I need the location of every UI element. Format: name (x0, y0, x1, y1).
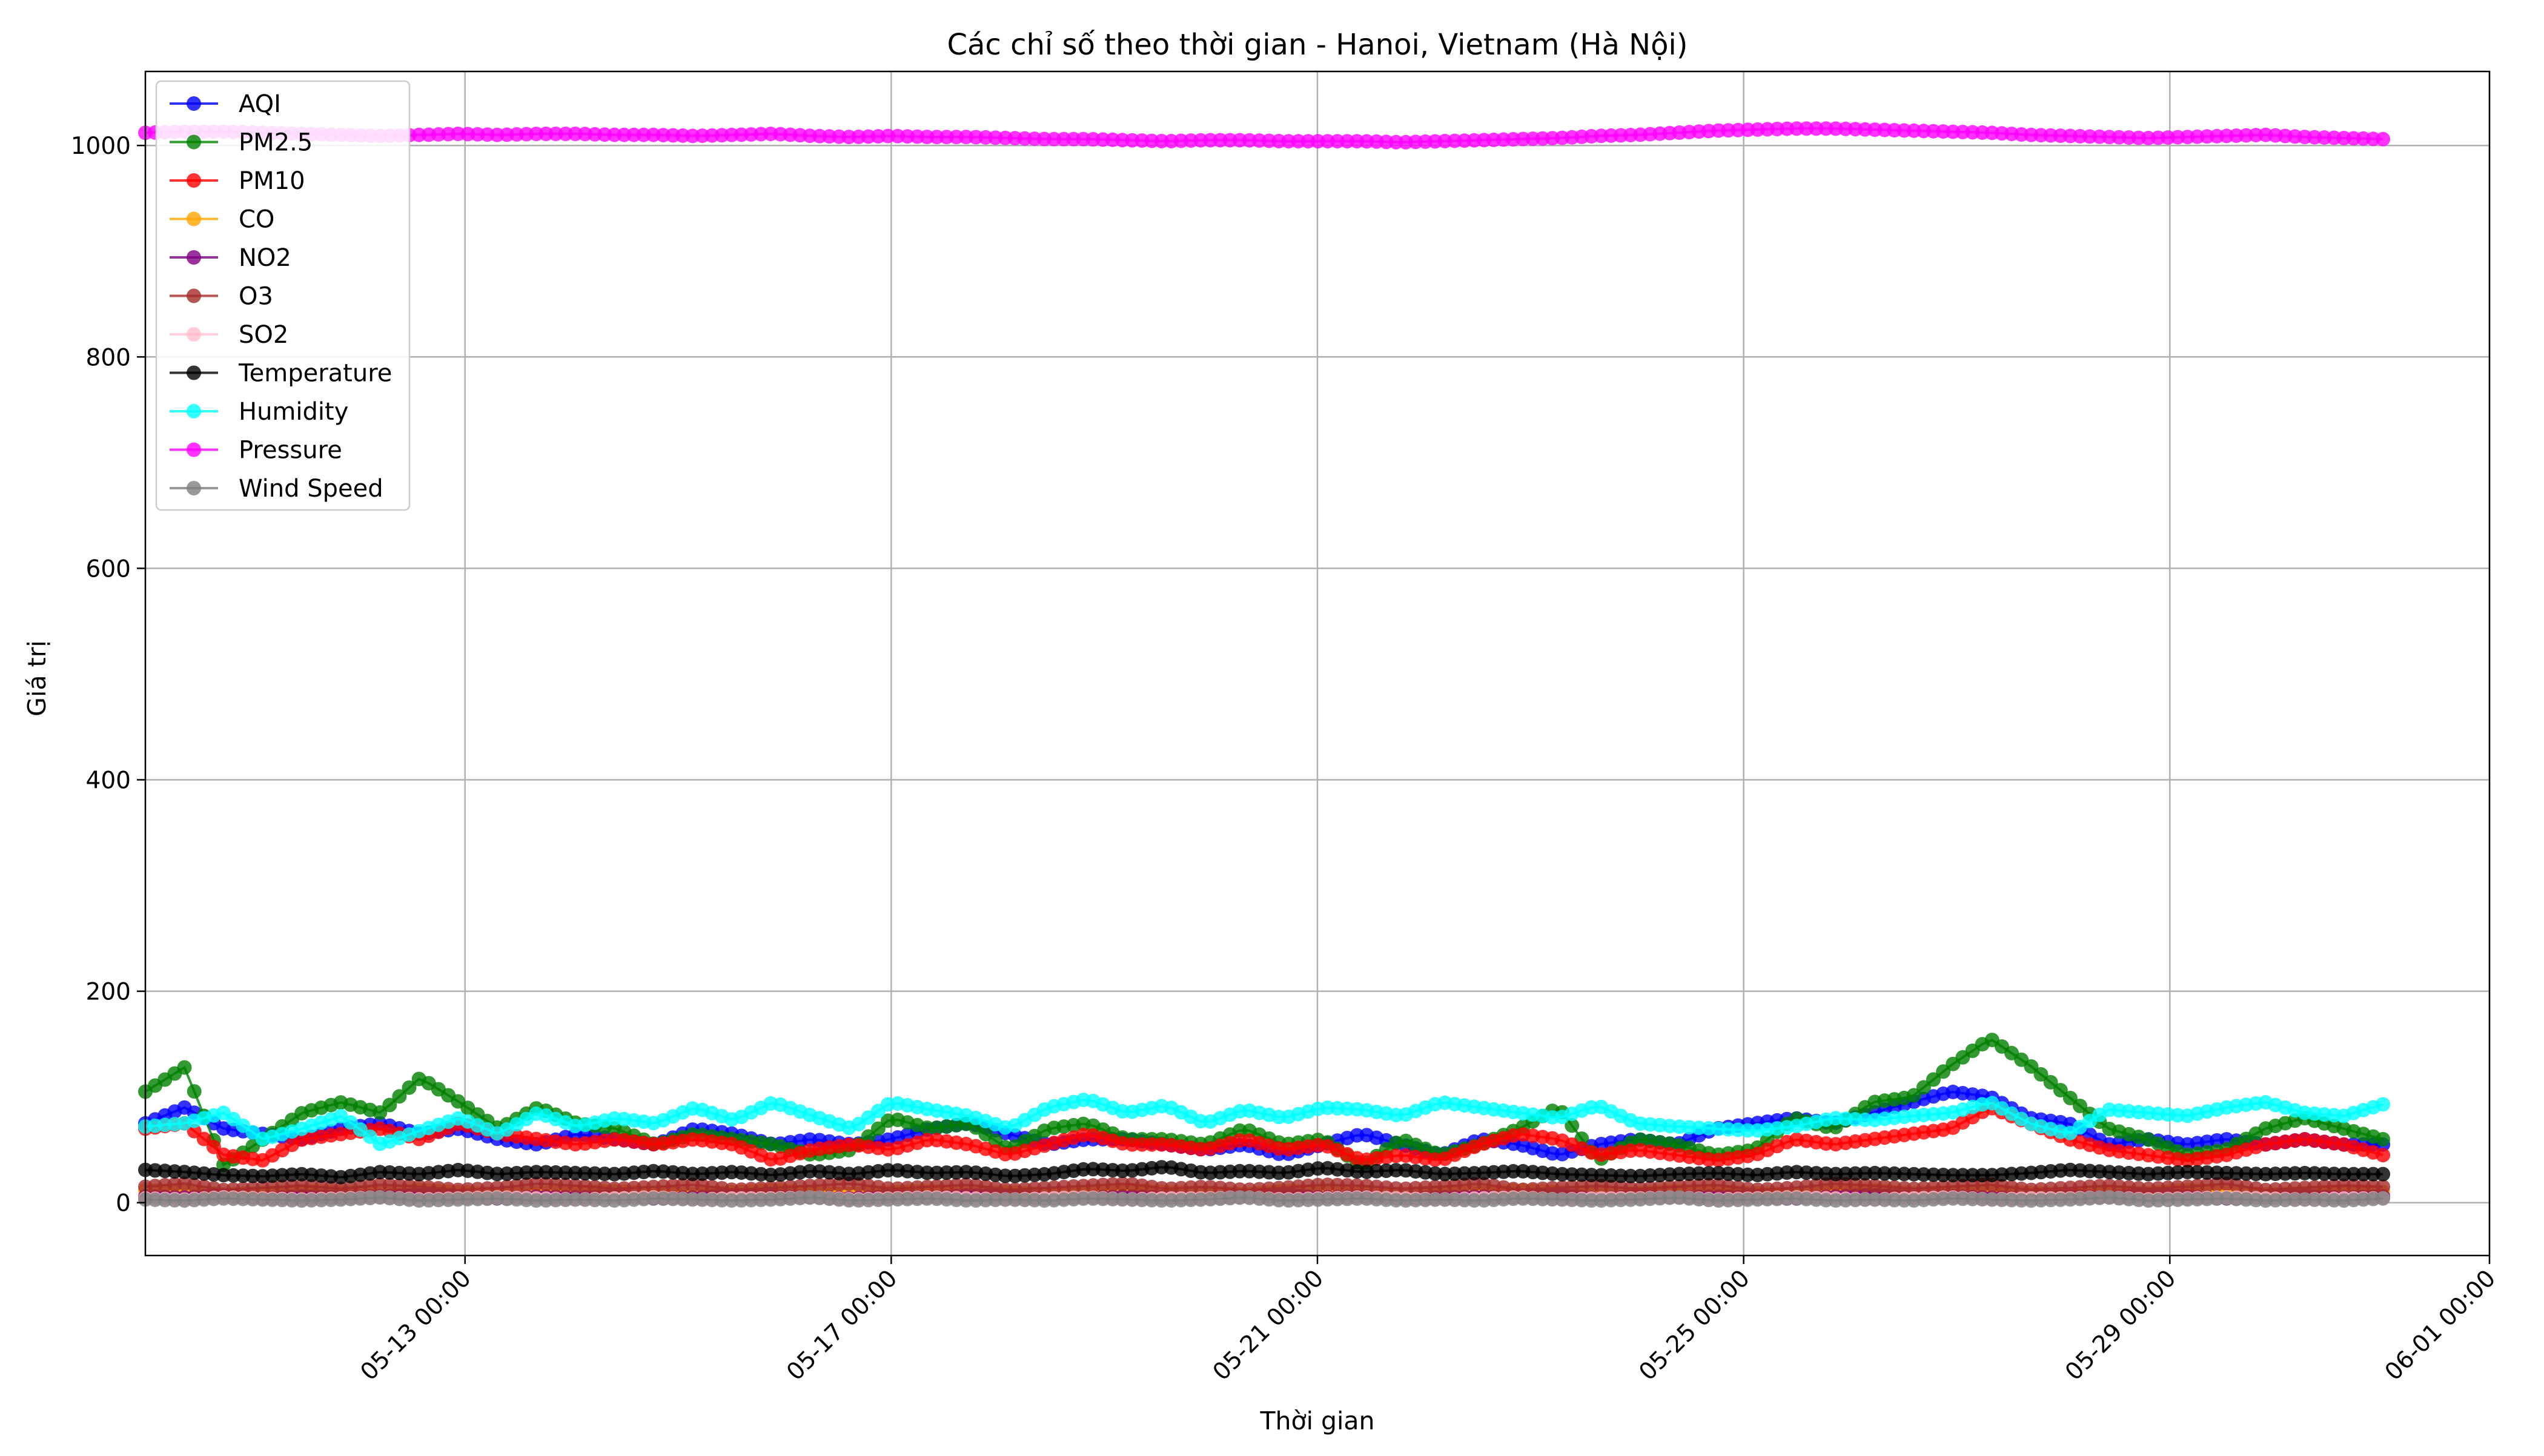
y-tick-label: 1000 (71, 133, 131, 160)
series-wind-speed (138, 1190, 2391, 1208)
legend-label: Wind Speed (239, 475, 383, 503)
legend-swatch-marker (187, 288, 201, 303)
data-point (2376, 1097, 2391, 1112)
legend-item-humidity: Humidity (170, 398, 348, 426)
legend-item-o3: O3 (170, 283, 273, 311)
y-tick-label: 800 (86, 344, 131, 371)
data-point (206, 1139, 221, 1154)
legend-label: CO (239, 206, 274, 234)
legend-label: Humidity (239, 398, 348, 426)
legend-label: NO2 (239, 244, 291, 272)
legend-swatch-marker (187, 96, 201, 111)
data-point (177, 1060, 192, 1075)
data-point (2053, 1083, 2068, 1097)
data-point (392, 1089, 407, 1104)
data-point (2376, 1132, 2391, 1147)
chart-title: Các chỉ số theo thời gian - Hanoi, Vietn… (947, 28, 1688, 62)
y-tick-label: 400 (86, 767, 131, 795)
y-tick-label: 200 (86, 979, 131, 1006)
legend-swatch-marker (187, 134, 201, 150)
legend-swatch-marker (187, 173, 201, 188)
data-point (196, 1131, 211, 1147)
legend-item-temperature: Temperature (170, 360, 392, 388)
legend-frame (155, 80, 411, 511)
legend-swatch-marker (187, 211, 201, 227)
legend-swatch-marker (187, 250, 201, 265)
data-point (1926, 1072, 1941, 1087)
legend-swatch-marker (187, 481, 201, 495)
legend-item-aqi: AQI (170, 90, 281, 118)
grid-lines (145, 71, 2491, 1256)
data-point (382, 1097, 397, 1113)
data-point (1936, 1064, 1951, 1079)
data-point (2376, 1148, 2391, 1163)
legend-swatch-marker (187, 404, 201, 419)
data-point (2376, 131, 2391, 147)
legend-item-wind-speed: Wind Speed (170, 475, 383, 503)
data-point (1906, 1088, 1921, 1103)
data-point (861, 1129, 876, 1144)
y-axis-label: Giá trị (22, 640, 51, 716)
legend-label: SO2 (239, 321, 288, 349)
legend-label: Pressure (239, 437, 342, 465)
data-point (2376, 1166, 2391, 1182)
y-tick-label: 600 (86, 555, 131, 583)
y-tick-label: 0 (116, 1190, 131, 1217)
data-point (870, 1121, 886, 1136)
x-axis-label: Thời gian (1259, 1406, 1374, 1435)
data-point (1565, 1118, 1580, 1133)
legend-swatch-marker (187, 442, 201, 457)
legend-label: AQI (239, 90, 281, 118)
y-axis-ticks: 0 200 400 600 800 1000 (71, 133, 145, 1217)
data-point (2073, 1099, 2087, 1113)
data-point (2033, 1067, 2049, 1082)
series-temperature (138, 1160, 2391, 1185)
data-point (2062, 1091, 2078, 1105)
legend-item-pm10: PM10 (170, 167, 305, 195)
legend-item-pm2-5: PM2.5 (170, 129, 313, 157)
legend-label: O3 (239, 283, 273, 311)
data-point (2376, 1191, 2391, 1206)
data-point (187, 1123, 202, 1139)
data-point (187, 1084, 202, 1099)
legend-label: PM10 (239, 167, 305, 195)
legend-label: PM2.5 (239, 129, 313, 157)
legend-swatch-marker (187, 327, 201, 342)
legend-swatch-marker (187, 365, 201, 380)
legend-item-no2: NO2 (170, 244, 291, 272)
series-humidity (138, 1093, 2391, 1151)
legend-item-co: CO (170, 206, 274, 234)
data-point (2043, 1074, 2058, 1090)
legend-label: Temperature (238, 360, 392, 388)
data-point (2376, 1179, 2391, 1194)
legend-item-so2: SO2 (170, 321, 288, 349)
data-point (402, 1080, 417, 1095)
series-pm2-5 (138, 1033, 2391, 1173)
data-point (1916, 1080, 1931, 1095)
data-point (2024, 1059, 2039, 1074)
legend-item-pressure: Pressure (170, 437, 342, 465)
legend: AQI PM2.5 PM10 CO NO2 O3 SO2 Temperature Humidit… (155, 80, 411, 511)
